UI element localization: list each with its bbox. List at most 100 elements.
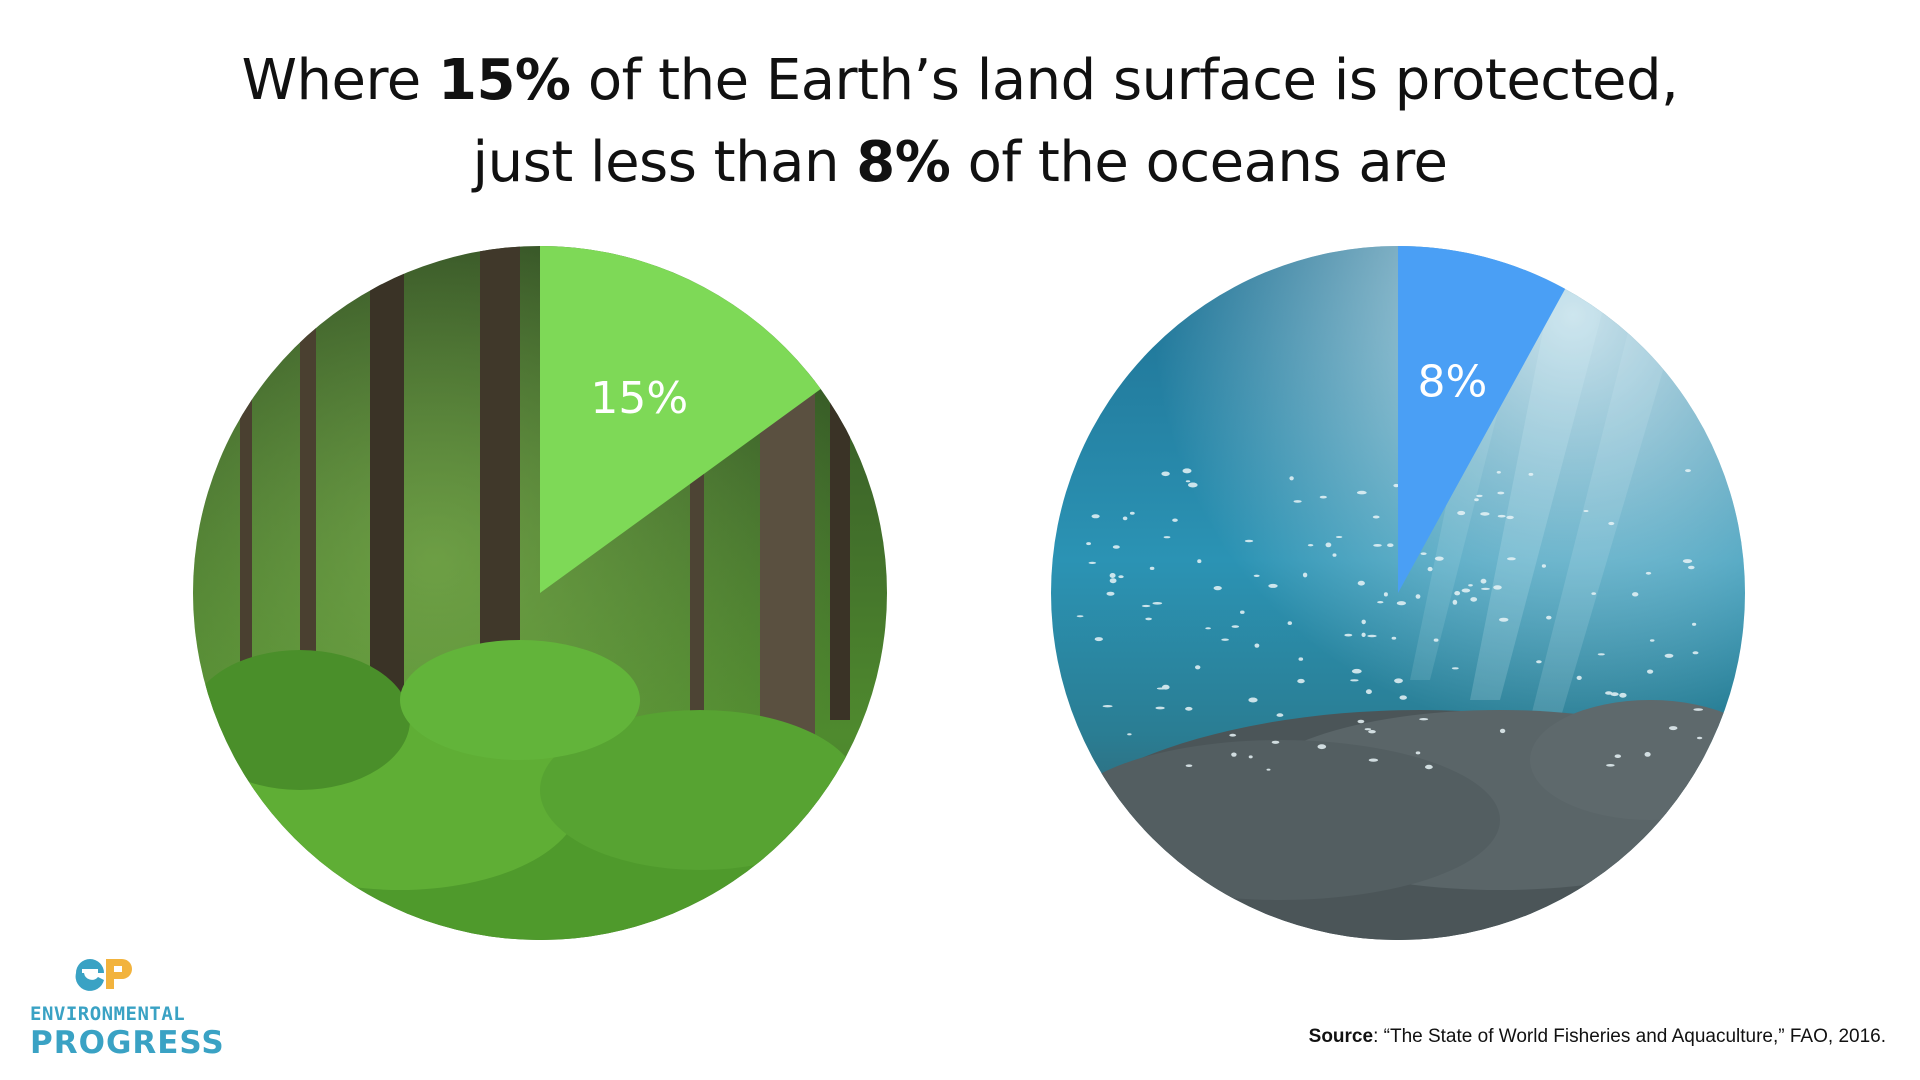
fish-speck	[1614, 754, 1622, 758]
fish-speck	[1213, 586, 1222, 591]
logo-text-progress: PROGRESS	[30, 1025, 225, 1061]
title-text: just less than	[472, 130, 857, 195]
fish-speck	[1399, 695, 1407, 700]
title-line-2: just less than 8% of the oceans are	[0, 122, 1920, 204]
ocean-slice-label: 8%	[1417, 356, 1487, 407]
fish-speck	[1597, 653, 1605, 656]
fish-speck	[1248, 755, 1253, 759]
fish-speck	[1248, 697, 1258, 703]
fish-speck	[1351, 668, 1362, 674]
fish-speck	[1197, 559, 1202, 564]
fish-speck	[1452, 599, 1458, 605]
fish-speck	[1350, 679, 1359, 682]
fish-speck	[1396, 601, 1406, 606]
fish-speck	[1271, 740, 1280, 744]
fish-speck	[1476, 494, 1483, 498]
fish-speck	[1293, 500, 1302, 503]
fish-speck	[1669, 726, 1678, 731]
fish-speck	[1112, 545, 1120, 549]
source-label: Source	[1308, 1026, 1374, 1047]
fish-speck	[1155, 706, 1165, 710]
fish-speck	[1610, 692, 1619, 697]
fish-speck	[1149, 566, 1155, 571]
fish-speck	[1493, 585, 1502, 590]
fish-speck	[1387, 543, 1394, 547]
fish-speck	[1357, 580, 1365, 586]
fish-speck	[1195, 665, 1201, 670]
environmental-progress-logo: ENVIRONMENTAL PROGRESS	[30, 955, 225, 1065]
fish-speck	[1122, 516, 1128, 521]
fish-speck	[1185, 764, 1193, 767]
title-line-1: Where 15% of the Earth’s land surface is…	[0, 40, 1920, 122]
fish-speck	[1606, 764, 1615, 767]
fish-speck	[1276, 713, 1284, 717]
fish-speck	[1091, 514, 1100, 519]
fish-speck	[1109, 573, 1116, 578]
fish-speck	[1307, 544, 1314, 547]
fish-speck	[1434, 556, 1444, 561]
fish-speck	[1688, 565, 1695, 570]
fish-speck	[1129, 511, 1135, 515]
title-highlight-ocean: 8%	[856, 130, 951, 195]
fish-speck	[1481, 587, 1490, 591]
fish-speck	[1425, 764, 1433, 770]
fish-speck	[1335, 536, 1343, 538]
fish-speck	[1576, 675, 1582, 681]
fish-speck	[1185, 706, 1193, 711]
fish-speck	[1499, 617, 1509, 622]
fish-speck	[1608, 521, 1615, 526]
fish-speck	[1361, 632, 1366, 637]
fish-speck	[1127, 733, 1132, 736]
fish-speck	[1383, 592, 1388, 597]
fish-speck	[1266, 768, 1271, 771]
fish-speck	[1094, 637, 1103, 642]
fish-speck	[1367, 634, 1377, 638]
fish-speck	[1231, 752, 1237, 757]
fish-speck	[1497, 514, 1506, 518]
fish-speck	[1536, 660, 1542, 664]
fish-speck	[1163, 536, 1171, 539]
fish-speck	[1644, 752, 1651, 757]
fish-speck	[1664, 653, 1674, 658]
fish-speck	[1102, 705, 1113, 708]
title-text: of the Earth’s land surface is protected…	[570, 48, 1679, 113]
fish-speck	[1229, 733, 1237, 737]
fish-speck	[1372, 515, 1380, 519]
fish-speck	[1632, 592, 1639, 597]
fish-speck	[1457, 510, 1466, 516]
fish-speck	[1685, 469, 1691, 473]
fish-speck	[1693, 708, 1703, 711]
fish-speck	[1507, 557, 1516, 561]
source-note: Source: “The State of World Fisheries an…	[1309, 1026, 1886, 1048]
fish-speck	[1368, 730, 1376, 734]
fish-speck	[1480, 578, 1487, 584]
fish-speck	[1088, 561, 1097, 565]
source-text: : “The State of World Fisheries and Aqua…	[1373, 1026, 1886, 1047]
fish-speck	[1474, 498, 1479, 502]
fish-speck	[1109, 578, 1117, 584]
chart-title: Where 15% of the Earth’s land surface is…	[0, 40, 1920, 204]
fish-speck	[1332, 553, 1337, 557]
fish-speck	[1221, 638, 1229, 641]
fish-speck	[1188, 482, 1198, 488]
fish-speck	[1468, 584, 1473, 587]
fish-speck	[1682, 559, 1693, 564]
fish-speck	[1106, 591, 1115, 596]
fish-speck	[1145, 617, 1152, 621]
fish-speck	[1420, 552, 1427, 555]
fish-speck	[1357, 719, 1365, 724]
fish-speck	[1244, 539, 1254, 543]
fish-speck	[1161, 471, 1170, 477]
fish-speck	[1319, 495, 1327, 499]
fish-speck	[1368, 758, 1379, 762]
fish-speck	[1078, 762, 1087, 765]
fish-speck	[1427, 566, 1433, 572]
ep-logo-icon	[75, 959, 132, 991]
fish-speck	[1415, 751, 1421, 755]
fish-speck	[1254, 643, 1260, 648]
fish-speck	[1297, 678, 1305, 684]
fish-speck	[1454, 591, 1461, 596]
fish-speck	[1076, 615, 1084, 618]
fish-speck	[1086, 542, 1091, 546]
title-text: of the oceans are	[950, 130, 1448, 195]
